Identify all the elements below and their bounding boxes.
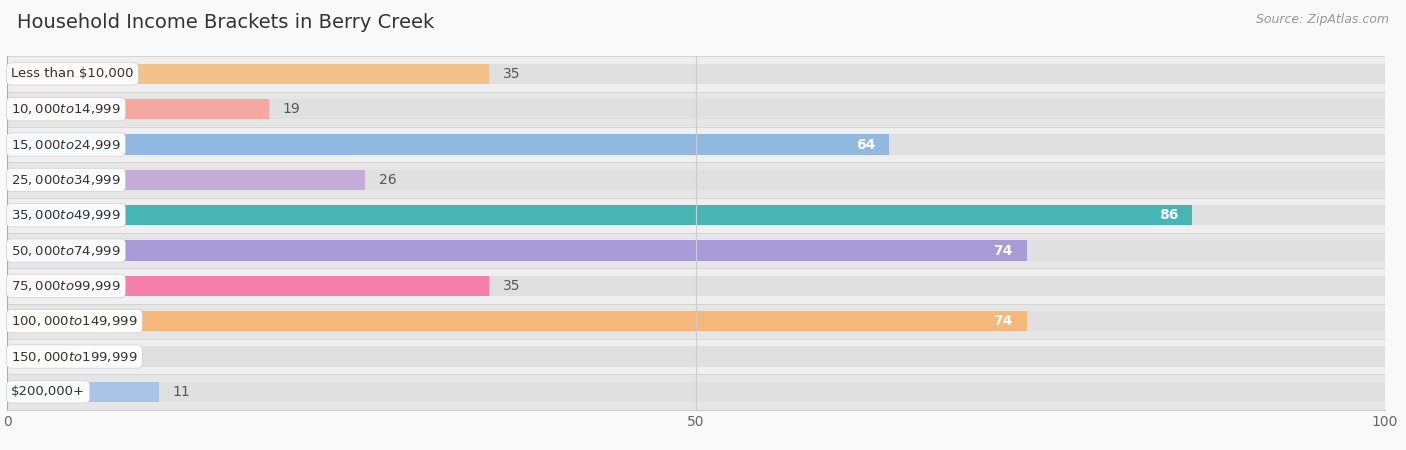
Text: $50,000 to $74,999: $50,000 to $74,999 (11, 243, 121, 257)
Bar (7, 170, 1385, 190)
Text: 35: 35 (503, 279, 520, 293)
Bar (7, 382, 1385, 402)
Bar (7, 382, 159, 402)
Bar (7, 205, 1385, 225)
Bar (7, 311, 1385, 332)
Text: Less than $10,000: Less than $10,000 (11, 68, 134, 81)
Text: $35,000 to $49,999: $35,000 to $49,999 (11, 208, 121, 222)
Text: Household Income Brackets in Berry Creek: Household Income Brackets in Berry Creek (17, 14, 434, 32)
Bar (7, 233, 1385, 268)
Bar (7, 63, 1385, 84)
Bar (7, 63, 489, 84)
Text: 64: 64 (856, 138, 875, 152)
Bar (7, 99, 269, 120)
Bar (7, 303, 1385, 339)
Bar (7, 162, 1385, 198)
Text: $15,000 to $24,999: $15,000 to $24,999 (11, 138, 121, 152)
Bar (7, 346, 76, 367)
Bar (7, 374, 1385, 410)
Text: $10,000 to $14,999: $10,000 to $14,999 (11, 102, 121, 116)
Bar (7, 311, 1026, 332)
Bar (7, 240, 1385, 261)
Bar (7, 56, 1385, 91)
Bar (7, 134, 1385, 155)
Bar (7, 205, 1192, 225)
Text: $100,000 to $149,999: $100,000 to $149,999 (11, 314, 138, 328)
Bar (7, 92, 1385, 127)
Text: 11: 11 (173, 385, 190, 399)
Text: $25,000 to $34,999: $25,000 to $34,999 (11, 173, 121, 187)
Bar (7, 127, 1385, 162)
Bar (7, 268, 1385, 303)
Bar (7, 99, 1385, 120)
Bar (7, 275, 1385, 296)
Bar (7, 198, 1385, 233)
Bar (7, 170, 366, 190)
Text: 35: 35 (503, 67, 520, 81)
Text: Source: ZipAtlas.com: Source: ZipAtlas.com (1256, 14, 1389, 27)
Text: 86: 86 (1159, 208, 1178, 222)
Text: 5: 5 (90, 350, 98, 364)
Text: 19: 19 (283, 102, 301, 116)
Bar (7, 346, 1385, 367)
Text: 26: 26 (380, 173, 396, 187)
Text: $150,000 to $199,999: $150,000 to $199,999 (11, 350, 138, 364)
Bar (7, 339, 1385, 374)
Bar (7, 240, 1026, 261)
Text: 74: 74 (994, 314, 1012, 328)
Text: 74: 74 (994, 243, 1012, 257)
Text: $200,000+: $200,000+ (11, 385, 86, 398)
Text: $75,000 to $99,999: $75,000 to $99,999 (11, 279, 121, 293)
Bar (7, 275, 489, 296)
Bar (7, 134, 889, 155)
